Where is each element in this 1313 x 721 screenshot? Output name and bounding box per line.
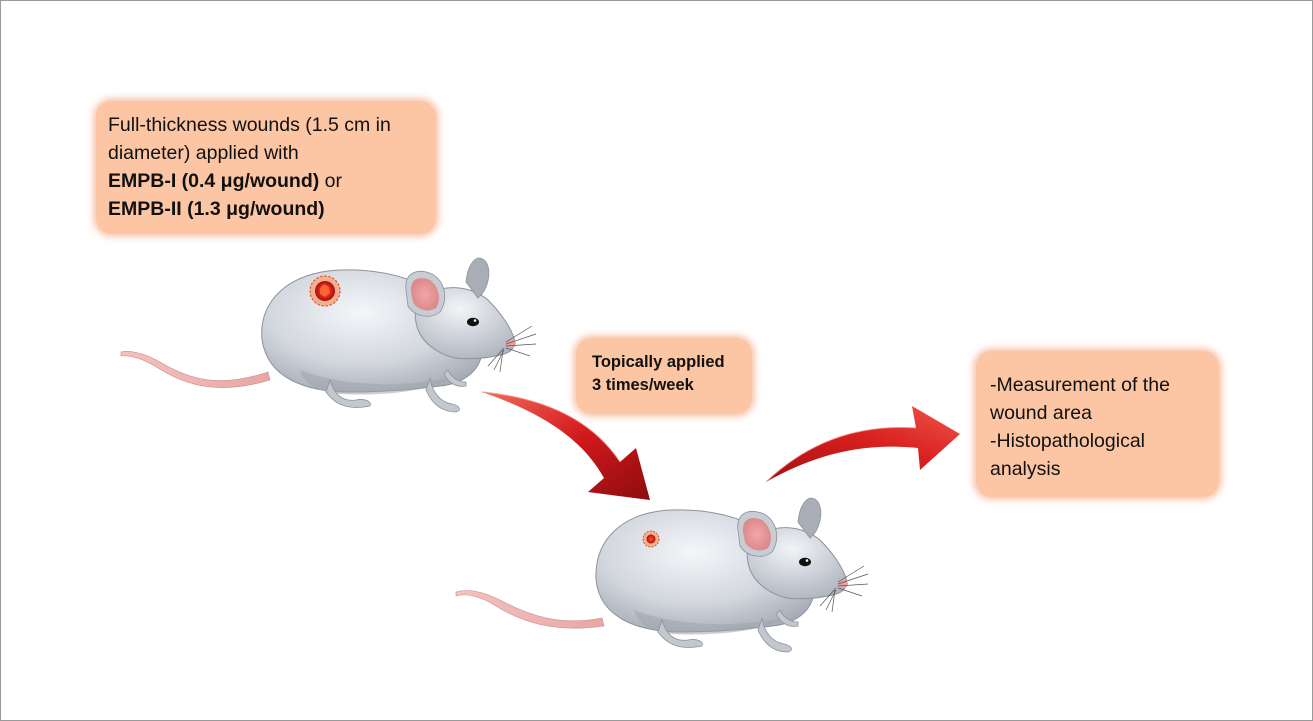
outcome-line-2: wound area [990,402,1092,424]
wound-box-line-3: EMPB-I (0.4 μg/wound) or [108,167,424,195]
application-frequency-box: Topically applied 3 times/week [576,338,752,414]
outcome-analysis-box: -Measurement of the wound area -Histopat… [976,351,1219,497]
wound-box-line-3-tail: or [319,170,343,192]
empb-ii-dose: EMPB-II (1.3 μg/wound) [108,198,325,220]
wound-treatment-box: Full-thickness wounds (1.5 cm in diamete… [96,101,436,234]
outcome-line-3: -Histopathological [990,430,1146,452]
application-line-1: Topically applied [592,353,725,371]
arrow-up-right-icon [765,406,960,483]
wound-box-line-1: Full-thickness wounds (1.5 cm in [108,114,391,136]
mouse-small-icon [455,497,869,653]
wound-small-icon [642,530,660,548]
outcome-line-1: -Measurement of the [990,374,1170,396]
wound-large-icon [309,275,341,307]
arrow-down-right-icon [481,391,650,500]
empb-i-dose: EMPB-I (0.4 μg/wound) [108,170,320,192]
wound-box-line-2: diameter) applied with [108,142,299,164]
outcome-line-4: analysis [990,458,1061,480]
application-line-2: 3 times/week [592,376,694,394]
